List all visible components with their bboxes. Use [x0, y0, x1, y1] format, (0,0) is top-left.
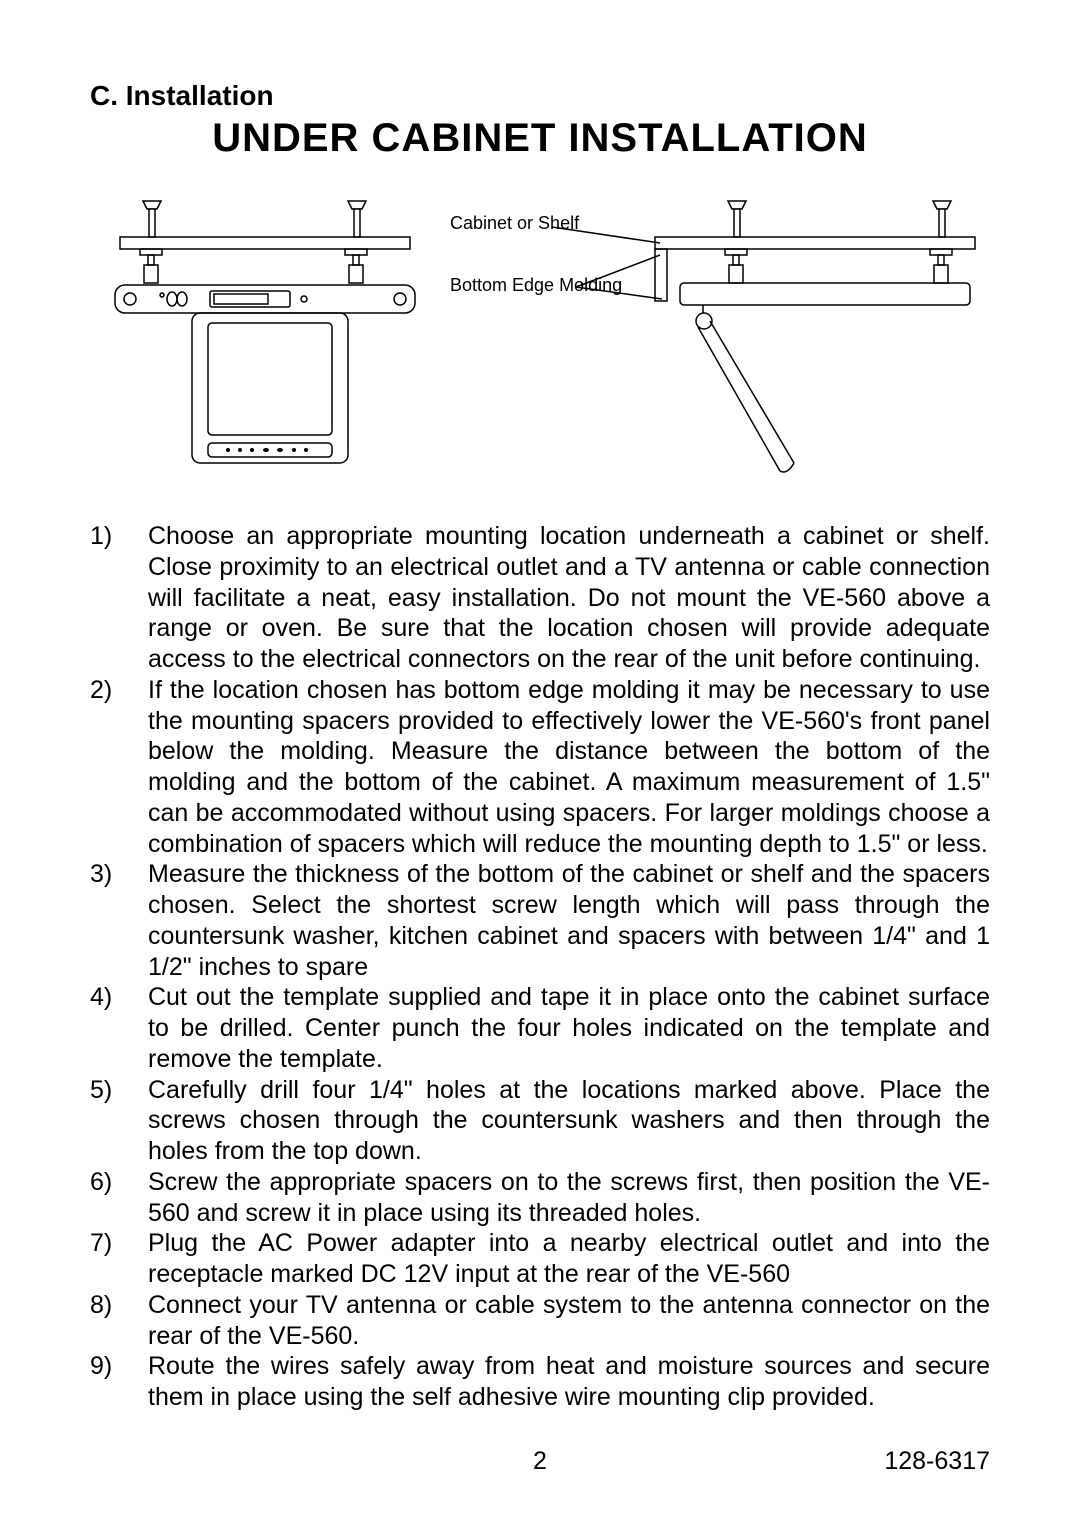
- main-title: UNDER CABINET INSTALLATION: [90, 116, 990, 161]
- instruction-step: Plug the AC Power adapter into a nearby …: [90, 1228, 990, 1290]
- instruction-step: If the location chosen has bottom edge m…: [90, 675, 990, 860]
- section-label: C. Installation: [90, 80, 990, 112]
- instruction-step: Screw the appropriate spacers on to the …: [90, 1167, 990, 1229]
- diagram-label-molding: Bottom Edge Molding: [450, 275, 622, 295]
- instructions-list: Choose an appropriate mounting location …: [90, 521, 990, 1413]
- instruction-step: Route the wires safely away from heat an…: [90, 1351, 990, 1413]
- instruction-step: Carefully drill four 1/4" holes at the l…: [90, 1075, 990, 1167]
- diagram-label-cabinet: Cabinet or Shelf: [450, 213, 580, 233]
- instruction-step: Connect your TV antenna or cable system …: [90, 1290, 990, 1352]
- instruction-step: Choose an appropriate mounting location …: [90, 521, 990, 675]
- installation-diagram: Cabinet or Shelf Bottom Edge Molding: [90, 191, 990, 501]
- instruction-step: Cut out the template supplied and tape i…: [90, 982, 990, 1074]
- page-number: 2: [90, 1447, 990, 1476]
- page-footer: 2 128-6317: [90, 1447, 990, 1476]
- document-number: 128-6317: [884, 1447, 990, 1476]
- instruction-step: Measure the thickness of the bottom of t…: [90, 859, 990, 982]
